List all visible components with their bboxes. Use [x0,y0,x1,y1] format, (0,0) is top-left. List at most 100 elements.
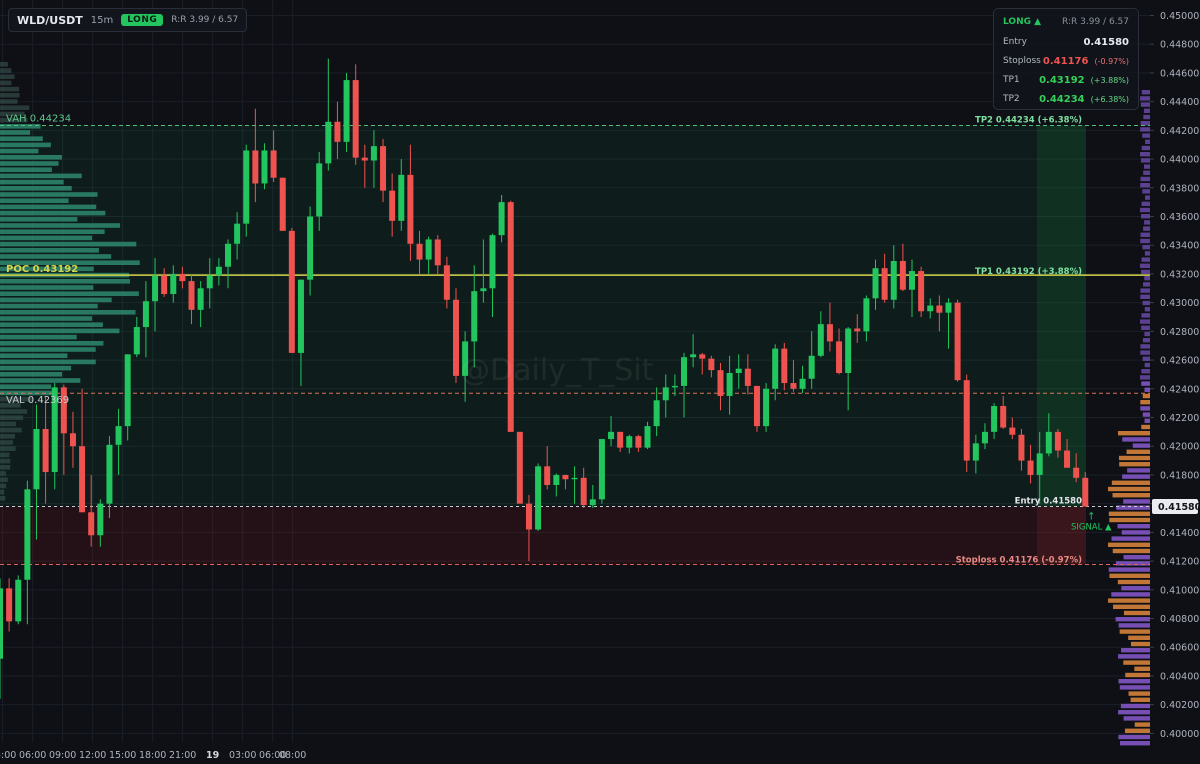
volume-profile-bar [1140,152,1150,157]
price-tick-label: 0.43800 [1160,183,1199,194]
candle-bullish [1036,431,1043,504]
info-label: Stoploss [1003,56,1041,66]
loss-zone [0,506,1086,565]
candle-bearish [188,273,195,325]
volume-profile-bar [0,334,77,340]
time-tick-label: 06:00 [19,750,46,761]
candle-bearish [434,235,441,274]
candle-bullish [97,499,104,547]
volume-profile-bar [0,496,6,501]
volume-profile-bar [0,74,15,79]
candle-body [170,273,177,295]
volume-profile-bar [0,421,17,427]
candle-body [398,174,405,221]
candle-body [544,466,551,485]
volume-profile-bar [0,198,69,203]
candle-body [954,302,961,381]
candle-bullish [972,434,979,474]
candle-body [562,474,569,480]
candle-body [872,268,879,299]
volume-profile-bar [1140,288,1150,293]
candle-bearish [389,173,396,237]
candle-body [854,328,861,332]
price-tick-label: 0.43600 [1160,212,1199,223]
time-tick-label: 08:00 [279,750,306,761]
info-label: Entry [1003,37,1027,47]
candle-body [1027,460,1034,475]
volume-profile-bar [1132,443,1150,448]
candle-bullish [325,58,332,171]
info-percent: (+6.38%) [1090,95,1129,104]
candle-body [443,265,450,300]
entry-level-label: Entry 0.41580 [1015,497,1082,507]
volume-profile-bar [0,130,31,135]
volume-profile-bar [1119,629,1150,634]
volume-profile-bar [1143,108,1150,113]
candle-bearish [416,230,423,274]
volume-profile-bar [0,124,41,129]
vah-label: VAH 0.44234 [6,113,71,124]
candle-bearish [1000,395,1007,429]
candle-bearish [288,227,295,353]
volume-profile-bar [1118,455,1150,461]
candle-bearish [79,388,86,513]
candle-body [726,373,733,396]
volume-profile-left [0,62,140,501]
volume-profile-bar [1126,449,1150,454]
candle-body [589,499,596,506]
candle-bearish [562,474,569,490]
volume-profile-bar [1142,300,1150,306]
candle-body [981,431,988,444]
candle-bullish [598,439,605,504]
volume-profile-bar [0,173,82,179]
volume-profile-bar [0,452,10,458]
candle-body [863,298,870,332]
volume-profile-bar [0,297,112,303]
candle-bearish [525,495,532,562]
volume-profile-bar [0,248,99,253]
price-tick-label: 0.41200 [1160,557,1199,568]
volume-profile-bar [1118,431,1150,436]
volume-profile-bar [0,489,5,495]
volume-profile-bar [1113,604,1150,609]
volume-profile-bar [1115,617,1150,622]
volume-profile-bar [1140,319,1150,324]
candle-body [343,80,350,142]
candle-body [881,268,888,300]
volume-profile-bar [1142,282,1150,287]
timeframe-label[interactable]: 15m [90,14,114,26]
candle-bullish [51,383,58,490]
volume-profile-bar [0,415,24,420]
signal-label: SIGNAL ▲ [1071,523,1112,533]
candle-body [60,387,67,434]
price-axis: 0.45000 0.44800 0.44600 0.44400 0.44200 0.440… [1150,11,1200,740]
volume-profile-bar [1118,710,1150,715]
price-tick-label: 0.40200 [1160,700,1199,711]
volume-profile-bar [1111,480,1150,485]
candle-body [717,370,724,396]
candle-body [991,406,998,432]
candle-body [188,281,195,310]
candle-bearish [443,256,450,309]
volume-profile-bar [1144,164,1150,169]
volume-profile-bar [1141,325,1150,330]
candle-body [516,431,523,504]
volume-profile-bar [0,186,72,191]
time-tick-label: 18:00 [139,750,166,761]
candle-bearish [507,200,514,432]
candle-body [635,436,642,448]
volume-profile-bar [1112,493,1150,498]
volume-profile-bar [0,99,18,104]
candle-bullish [772,344,779,401]
candle-body [690,354,697,358]
candle-body [24,489,31,580]
candle-bearish [854,314,861,343]
candle-body [407,174,414,244]
candle-body [1000,406,1007,428]
volume-profile-bar [0,235,93,241]
candle-bullish [644,421,651,450]
volume-profile-bar [1108,598,1150,603]
volume-profile-bar [1140,344,1150,349]
volume-profile-bar [0,204,97,210]
